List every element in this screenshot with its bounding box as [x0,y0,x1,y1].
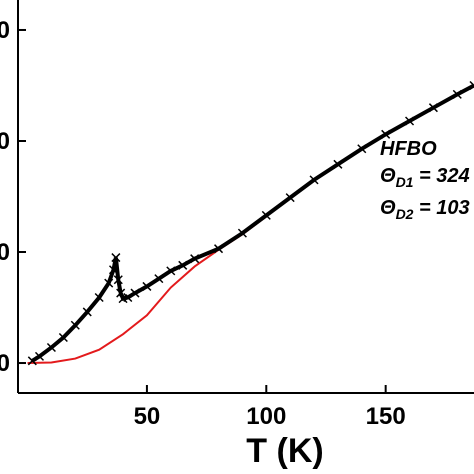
annotation-text: = 324 [413,165,469,187]
data-point [452,89,462,99]
series-line [31,83,474,363]
data-point [190,254,200,264]
data-point [104,278,114,288]
data-point [154,274,164,284]
annotation: HFBO [380,138,437,160]
annotation-sub: D1 [396,174,414,190]
data-point [237,228,247,238]
x-axis-label: T (K) [246,432,323,470]
y-tick-label: 10 [0,239,10,266]
data-point [94,292,104,303]
data-point [309,175,319,185]
data-point [333,159,343,169]
data-point [108,265,119,275]
data-point [381,129,391,139]
data-point [58,332,68,343]
y-tick-label: 0 [0,350,10,377]
series-line [27,84,474,365]
data-point [357,144,367,154]
annotation: ΘD1 = 324 [380,165,470,190]
annotation: ΘD2 = 103 [380,197,470,222]
data-point [405,116,415,126]
data-point [130,288,140,298]
annotation-symbol: Θ [380,165,396,187]
data-point [46,342,56,353]
data-point [113,275,123,285]
annotation-symbol: Θ [380,197,396,219]
data-point [166,266,176,276]
data-point [82,307,92,317]
data-point [70,320,80,330]
data-point [214,244,224,254]
data-point [142,281,152,291]
data-point [261,210,271,220]
data-point [111,253,121,263]
data-point [123,292,133,303]
annotation-sub: D2 [396,206,414,222]
y-tick-label: 30 [0,17,10,44]
x-tick-label: 50 [134,403,161,430]
y-tick-label: 20 [0,128,10,155]
data-point [27,356,37,366]
x-tick-label: 150 [366,403,406,430]
data-point [285,193,295,203]
data-point [428,103,438,113]
annotation-text: = 103 [413,197,469,219]
data-point [469,80,474,91]
data-point [178,260,188,270]
data-point [34,351,45,361]
data-point [116,288,126,298]
x-tick-label: 100 [246,403,286,430]
